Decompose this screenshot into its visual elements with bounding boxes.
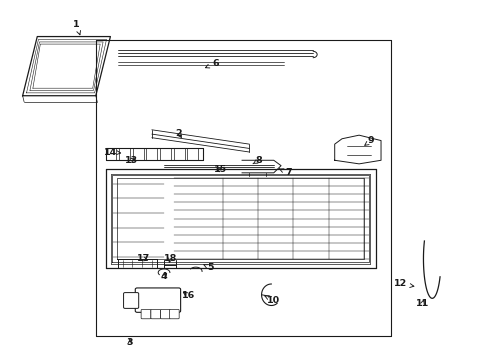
Text: 6: 6 xyxy=(205,59,218,68)
FancyBboxPatch shape xyxy=(169,310,179,319)
Text: 8: 8 xyxy=(252,156,262,165)
Text: 1: 1 xyxy=(73,19,81,35)
Text: 16: 16 xyxy=(182,291,195,300)
FancyBboxPatch shape xyxy=(141,310,151,319)
Text: 3: 3 xyxy=(126,338,133,347)
Text: 4: 4 xyxy=(161,272,167,281)
Text: 18: 18 xyxy=(163,255,177,264)
Text: 9: 9 xyxy=(364,136,374,145)
FancyBboxPatch shape xyxy=(151,310,160,319)
FancyBboxPatch shape xyxy=(123,293,139,309)
Text: 11: 11 xyxy=(415,299,428,308)
Text: 12: 12 xyxy=(393,279,413,288)
Text: 7: 7 xyxy=(279,168,291,177)
FancyBboxPatch shape xyxy=(135,288,180,312)
Text: 5: 5 xyxy=(203,264,213,273)
Text: 17: 17 xyxy=(137,255,150,264)
Text: 10: 10 xyxy=(264,296,280,305)
Text: 15: 15 xyxy=(213,166,226,175)
Text: 13: 13 xyxy=(124,156,138,165)
FancyBboxPatch shape xyxy=(160,310,170,319)
Text: 14: 14 xyxy=(103,148,121,157)
Text: 2: 2 xyxy=(175,129,182,138)
